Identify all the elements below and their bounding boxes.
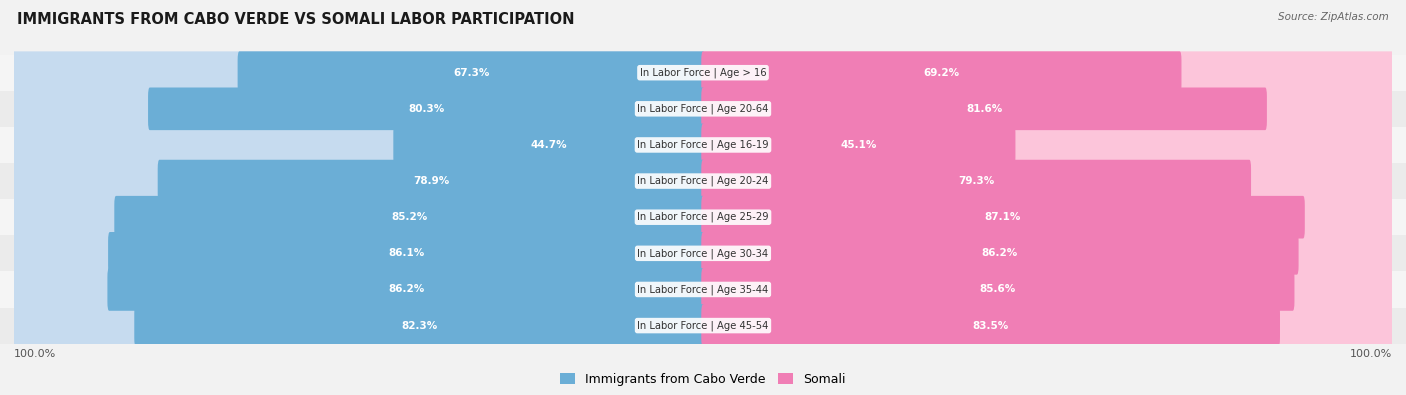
FancyBboxPatch shape <box>702 51 1393 94</box>
FancyBboxPatch shape <box>702 88 1267 130</box>
Bar <box>0 127 1406 163</box>
FancyBboxPatch shape <box>702 304 1393 347</box>
FancyBboxPatch shape <box>107 268 704 311</box>
Text: Source: ZipAtlas.com: Source: ZipAtlas.com <box>1278 12 1389 22</box>
Text: In Labor Force | Age 30-34: In Labor Force | Age 30-34 <box>637 248 769 259</box>
Text: 86.1%: 86.1% <box>388 248 425 258</box>
FancyBboxPatch shape <box>702 160 1251 202</box>
Text: 44.7%: 44.7% <box>530 140 568 150</box>
FancyBboxPatch shape <box>13 196 704 239</box>
Text: 86.2%: 86.2% <box>981 248 1018 258</box>
FancyBboxPatch shape <box>702 268 1393 311</box>
FancyBboxPatch shape <box>702 51 1181 94</box>
Text: 69.2%: 69.2% <box>924 68 959 78</box>
Text: 83.5%: 83.5% <box>973 321 1008 331</box>
FancyBboxPatch shape <box>148 88 704 130</box>
Text: 82.3%: 82.3% <box>401 321 437 331</box>
FancyBboxPatch shape <box>13 232 704 275</box>
FancyBboxPatch shape <box>13 160 704 202</box>
FancyBboxPatch shape <box>702 124 1015 166</box>
FancyBboxPatch shape <box>702 232 1393 275</box>
FancyBboxPatch shape <box>13 304 704 347</box>
Text: In Labor Force | Age 20-64: In Labor Force | Age 20-64 <box>637 103 769 114</box>
Text: In Labor Force | Age 35-44: In Labor Force | Age 35-44 <box>637 284 769 295</box>
FancyBboxPatch shape <box>157 160 704 202</box>
Text: 100.0%: 100.0% <box>14 349 56 359</box>
FancyBboxPatch shape <box>702 88 1393 130</box>
FancyBboxPatch shape <box>702 196 1305 239</box>
FancyBboxPatch shape <box>702 124 1393 166</box>
Text: In Labor Force | Age > 16: In Labor Force | Age > 16 <box>640 68 766 78</box>
FancyBboxPatch shape <box>702 304 1279 347</box>
FancyBboxPatch shape <box>702 196 1393 239</box>
Text: In Labor Force | Age 20-24: In Labor Force | Age 20-24 <box>637 176 769 186</box>
Text: In Labor Force | Age 25-29: In Labor Force | Age 25-29 <box>637 212 769 222</box>
FancyBboxPatch shape <box>108 232 704 275</box>
Legend: Immigrants from Cabo Verde, Somali: Immigrants from Cabo Verde, Somali <box>555 368 851 391</box>
Text: In Labor Force | Age 16-19: In Labor Force | Age 16-19 <box>637 140 769 150</box>
FancyBboxPatch shape <box>238 51 704 94</box>
Bar <box>0 163 1406 199</box>
Text: 85.6%: 85.6% <box>980 284 1017 294</box>
Bar <box>0 308 1406 344</box>
FancyBboxPatch shape <box>702 232 1299 275</box>
Bar <box>0 91 1406 127</box>
Text: 78.9%: 78.9% <box>413 176 450 186</box>
FancyBboxPatch shape <box>114 196 704 239</box>
FancyBboxPatch shape <box>394 124 704 166</box>
FancyBboxPatch shape <box>135 304 704 347</box>
FancyBboxPatch shape <box>13 124 704 166</box>
Text: IMMIGRANTS FROM CABO VERDE VS SOMALI LABOR PARTICIPATION: IMMIGRANTS FROM CABO VERDE VS SOMALI LAB… <box>17 12 575 27</box>
Bar <box>0 55 1406 91</box>
FancyBboxPatch shape <box>13 51 704 94</box>
Text: 80.3%: 80.3% <box>408 104 444 114</box>
Bar <box>0 199 1406 235</box>
Text: 81.6%: 81.6% <box>966 104 1002 114</box>
Text: 67.3%: 67.3% <box>453 68 489 78</box>
FancyBboxPatch shape <box>13 268 704 311</box>
Text: 85.2%: 85.2% <box>391 212 427 222</box>
FancyBboxPatch shape <box>13 88 704 130</box>
Bar <box>0 271 1406 308</box>
Text: 100.0%: 100.0% <box>1350 349 1392 359</box>
Text: 86.2%: 86.2% <box>388 284 425 294</box>
Text: 45.1%: 45.1% <box>841 140 876 150</box>
Bar <box>0 235 1406 271</box>
Text: In Labor Force | Age 45-54: In Labor Force | Age 45-54 <box>637 320 769 331</box>
Text: 79.3%: 79.3% <box>957 176 994 186</box>
Text: 87.1%: 87.1% <box>984 212 1021 222</box>
FancyBboxPatch shape <box>702 268 1295 311</box>
FancyBboxPatch shape <box>702 160 1393 202</box>
